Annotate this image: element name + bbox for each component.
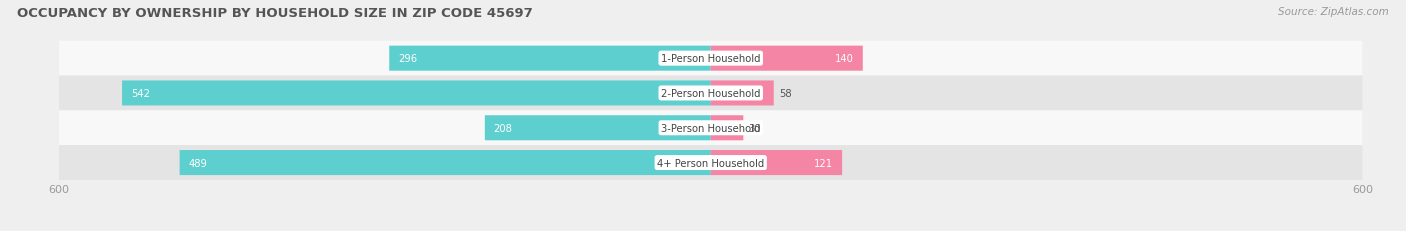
FancyBboxPatch shape: [711, 46, 863, 71]
FancyBboxPatch shape: [711, 150, 842, 175]
Text: 121: 121: [814, 158, 834, 168]
FancyBboxPatch shape: [122, 81, 711, 106]
FancyBboxPatch shape: [59, 146, 1362, 180]
Text: 208: 208: [494, 123, 512, 133]
Text: OCCUPANCY BY OWNERSHIP BY HOUSEHOLD SIZE IN ZIP CODE 45697: OCCUPANCY BY OWNERSHIP BY HOUSEHOLD SIZE…: [17, 7, 533, 20]
Text: 542: 542: [131, 88, 149, 99]
Text: 30: 30: [749, 123, 761, 133]
FancyBboxPatch shape: [485, 116, 711, 141]
FancyBboxPatch shape: [711, 116, 744, 141]
Text: Source: ZipAtlas.com: Source: ZipAtlas.com: [1278, 7, 1389, 17]
FancyBboxPatch shape: [711, 81, 773, 106]
FancyBboxPatch shape: [180, 150, 711, 175]
FancyBboxPatch shape: [59, 42, 1362, 76]
FancyBboxPatch shape: [59, 111, 1362, 146]
FancyBboxPatch shape: [59, 76, 1362, 111]
Text: 2-Person Household: 2-Person Household: [661, 88, 761, 99]
Text: 1-Person Household: 1-Person Household: [661, 54, 761, 64]
Text: 4+ Person Household: 4+ Person Household: [657, 158, 765, 168]
Text: 296: 296: [398, 54, 418, 64]
Text: 489: 489: [188, 158, 207, 168]
Text: 3-Person Household: 3-Person Household: [661, 123, 761, 133]
Text: 58: 58: [779, 88, 792, 99]
Text: 140: 140: [835, 54, 853, 64]
FancyBboxPatch shape: [389, 46, 711, 71]
